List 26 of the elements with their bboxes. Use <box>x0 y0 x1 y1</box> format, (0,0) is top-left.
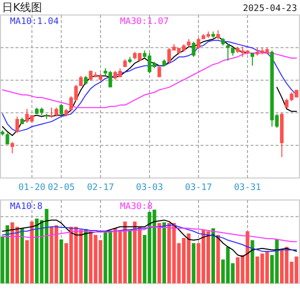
candlestick <box>240 46 244 58</box>
candlestick <box>25 108 29 124</box>
chart-title: 日K线图 <box>2 1 42 14</box>
series-label: MA30:8 <box>120 202 153 212</box>
text: MA30:1.07 <box>120 17 169 27</box>
candlestick <box>10 141 14 154</box>
candlestick <box>250 52 254 66</box>
candlestick <box>74 84 78 102</box>
candlestick <box>60 103 64 116</box>
x-tick-label: 01-20 <box>18 183 46 193</box>
x-tick-label: 03-17 <box>184 183 212 193</box>
x-tick-label: 02-17 <box>86 183 114 193</box>
candlestick <box>6 132 10 145</box>
candlestick <box>167 47 171 64</box>
text: 2025-04-23 <box>242 4 297 14</box>
candlestick <box>15 116 19 134</box>
candlestick <box>148 52 152 74</box>
candlestick <box>196 37 200 50</box>
candlestick <box>226 44 230 62</box>
x-tick-label: 03-03 <box>136 183 164 193</box>
candlestick <box>275 113 279 128</box>
series-label: MA10:8 <box>10 202 43 212</box>
candlestick <box>50 107 54 118</box>
x-tick-label: 02-05 <box>48 183 75 193</box>
text: MA10:1.04 <box>10 17 59 27</box>
x-tick-label: 03-31 <box>234 183 262 193</box>
